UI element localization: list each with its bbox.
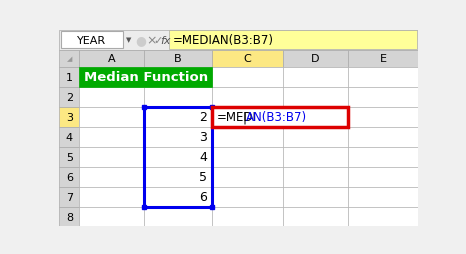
Bar <box>348 187 418 207</box>
Text: 3: 3 <box>66 112 73 122</box>
Text: 5: 5 <box>66 152 73 162</box>
Bar <box>348 67 418 87</box>
Text: ▼: ▼ <box>126 37 131 43</box>
Bar <box>144 127 212 147</box>
Text: 6: 6 <box>66 172 73 182</box>
Bar <box>60 67 79 87</box>
Text: ●: ● <box>135 34 146 47</box>
Text: 2: 2 <box>199 111 207 124</box>
Text: 6: 6 <box>199 190 207 203</box>
Bar <box>348 147 418 167</box>
Bar <box>79 107 144 127</box>
Bar <box>142 205 146 209</box>
Bar <box>212 187 283 207</box>
Bar <box>142 105 146 109</box>
Bar <box>60 127 79 147</box>
Text: 8: 8 <box>66 212 73 222</box>
Bar <box>144 87 212 107</box>
Text: 2: 2 <box>66 92 73 102</box>
Text: 4: 4 <box>199 151 207 164</box>
Text: =MEDIAN(B3:B7): =MEDIAN(B3:B7) <box>172 34 274 47</box>
Bar <box>212 67 283 87</box>
Text: |: | <box>243 111 247 124</box>
Bar <box>79 127 144 147</box>
Bar <box>144 167 212 187</box>
Bar <box>283 187 348 207</box>
Bar <box>283 147 348 167</box>
Bar <box>144 107 212 127</box>
Bar <box>60 167 79 187</box>
Bar <box>212 147 283 167</box>
Bar <box>283 51 348 67</box>
Bar <box>212 207 283 227</box>
Bar <box>60 51 79 67</box>
Bar <box>60 147 79 167</box>
Bar <box>283 87 348 107</box>
Bar <box>79 147 144 167</box>
Text: YEAR: YEAR <box>77 36 106 45</box>
Bar <box>348 51 418 67</box>
Text: 5: 5 <box>199 170 207 183</box>
Text: ×: × <box>146 34 157 47</box>
Bar <box>348 167 418 187</box>
Bar <box>348 87 418 107</box>
Bar <box>144 147 212 167</box>
Bar <box>212 127 283 147</box>
Text: Median Function: Median Function <box>83 71 208 84</box>
Bar <box>79 51 144 67</box>
Bar <box>60 187 79 207</box>
Bar <box>348 127 418 147</box>
Bar <box>144 187 212 207</box>
Bar <box>61 32 123 49</box>
Bar <box>283 67 348 87</box>
Text: B: B <box>174 54 182 64</box>
Bar <box>212 87 283 107</box>
Bar <box>210 105 214 109</box>
Text: 4: 4 <box>66 132 73 142</box>
Bar <box>348 107 418 127</box>
Bar <box>212 167 283 187</box>
Bar <box>60 30 418 51</box>
Bar <box>60 87 79 107</box>
Bar <box>60 207 79 227</box>
Bar <box>212 107 348 127</box>
Text: AN(B3:B7): AN(B3:B7) <box>246 111 307 124</box>
Bar <box>348 207 418 227</box>
Bar <box>212 107 283 127</box>
Bar <box>283 107 348 127</box>
Bar <box>144 51 212 67</box>
Text: C: C <box>243 54 251 64</box>
Text: 3: 3 <box>199 131 207 144</box>
Text: ✓: ✓ <box>153 36 163 45</box>
Bar <box>144 107 212 207</box>
Bar <box>283 167 348 187</box>
Bar <box>79 87 144 107</box>
Text: A: A <box>108 54 116 64</box>
Bar <box>79 207 144 227</box>
Text: D: D <box>311 54 320 64</box>
Bar <box>210 205 214 209</box>
Text: E: E <box>380 54 387 64</box>
Bar <box>169 31 417 50</box>
Text: ◢: ◢ <box>67 56 72 62</box>
Bar <box>283 127 348 147</box>
Bar <box>144 67 212 87</box>
Bar <box>60 107 79 127</box>
Text: =MEDI: =MEDI <box>217 111 256 124</box>
Text: 7: 7 <box>66 192 73 202</box>
Bar <box>79 67 212 87</box>
Bar <box>79 167 144 187</box>
Text: fx: fx <box>160 36 171 45</box>
Bar <box>79 67 144 87</box>
Bar <box>79 187 144 207</box>
Text: 1: 1 <box>66 72 73 82</box>
Bar <box>144 207 212 227</box>
Bar <box>283 207 348 227</box>
Bar <box>212 51 283 67</box>
